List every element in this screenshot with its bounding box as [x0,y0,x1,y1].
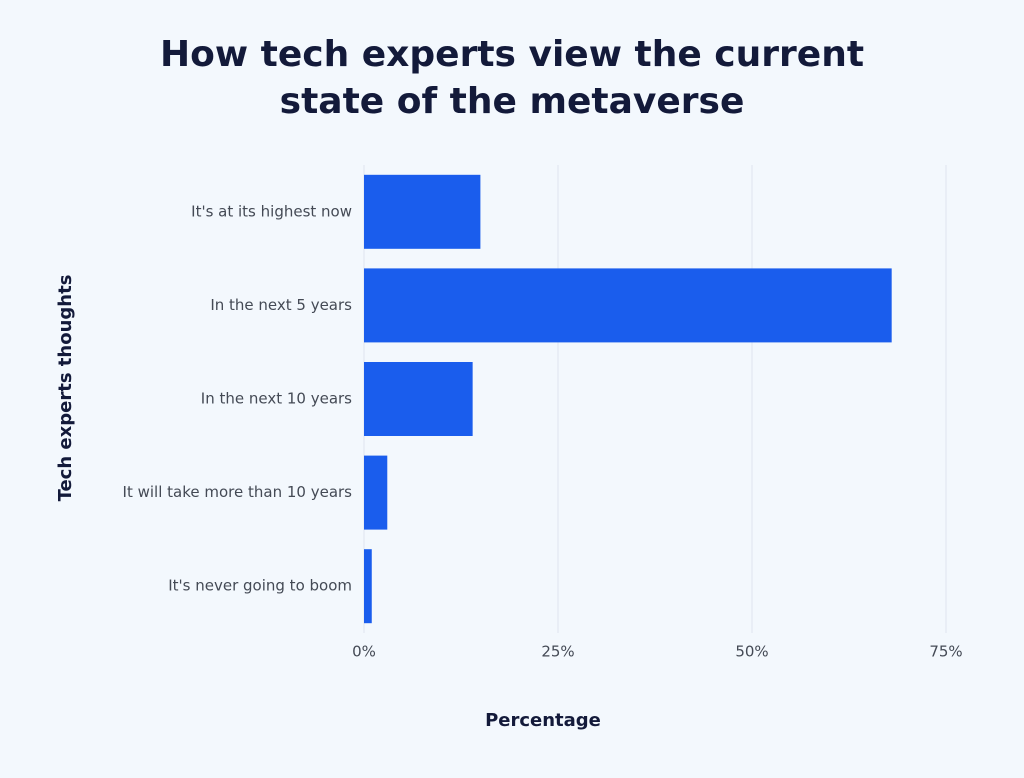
bar [364,549,372,624]
chart-title: state of the metaverse [280,81,745,122]
y-tick-label: In the next 10 years [201,390,352,408]
chart-title: How tech experts view the current [160,34,864,75]
x-axis-label: Percentage [485,710,601,731]
bar [364,268,892,343]
x-tick-label: 50% [735,643,768,661]
bar [364,174,481,249]
y-tick-label: In the next 5 years [210,296,352,314]
y-axis-label: Tech experts thoughts [55,275,76,502]
bar [364,455,388,530]
x-tick-label: 0% [352,643,376,661]
y-tick-label: It's never going to boom [168,577,352,595]
y-tick-label: It will take more than 10 years [123,483,353,501]
x-tick-label: 25% [541,643,574,661]
bar [364,362,473,436]
x-tick-label: 75% [929,643,962,661]
y-tick-label: It's at its highest now [191,202,352,220]
